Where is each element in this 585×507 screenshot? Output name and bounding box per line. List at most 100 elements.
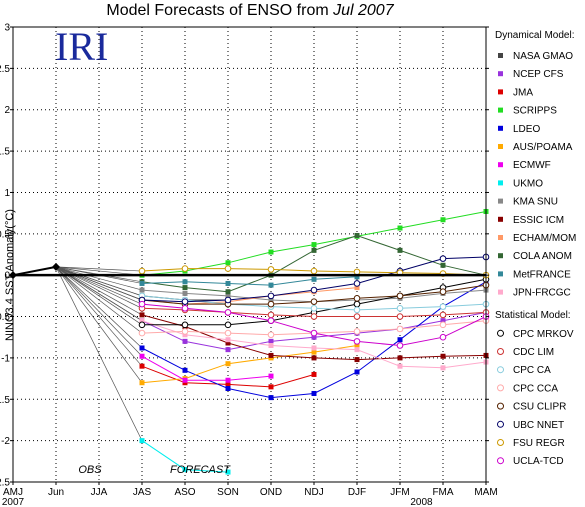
series-point [182, 338, 188, 344]
series-point [268, 384, 274, 390]
series-point [268, 395, 274, 401]
y-tick-label: 3 [4, 23, 10, 34]
series-point [225, 381, 231, 387]
series-point [224, 265, 232, 272]
year-label: 2008 [410, 497, 433, 507]
series-point [225, 289, 231, 295]
series-point [182, 377, 188, 383]
series-point [397, 337, 403, 343]
series-point [440, 365, 446, 371]
grid [13, 27, 486, 482]
series-point [310, 286, 318, 294]
x-tick-label: JJA [91, 487, 108, 498]
series-point [353, 306, 361, 314]
y-tick-label: 1.5 [0, 147, 10, 158]
series-point [354, 285, 360, 291]
y-tick-label: -0.5 [0, 312, 10, 323]
series-point [439, 333, 447, 341]
series-point [225, 377, 231, 383]
series-point [225, 361, 231, 367]
series-point [311, 247, 317, 253]
series-point [267, 317, 275, 324]
series-point [310, 267, 318, 275]
series-point [224, 321, 232, 329]
series-line [141, 345, 358, 384]
legend-label: FSU REGR [513, 438, 565, 449]
series-point [354, 232, 360, 238]
series-point [267, 266, 275, 273]
legend-marker [498, 144, 503, 149]
series-point [439, 311, 447, 319]
legend-label: ESSIC ICM [513, 215, 564, 226]
legend-label: JMA [513, 87, 533, 98]
legend: Dynamical Model: NASA GMAO NCEP CFS JMA SCRI… [495, 30, 576, 467]
legend-label: CPC CA [513, 365, 551, 376]
series-connector [55, 266, 143, 357]
legend-marker [497, 420, 504, 428]
y-tick-label: -2.5 [0, 478, 10, 489]
y-tick-label: 2 [4, 105, 10, 116]
series-point [138, 321, 146, 329]
series-point [139, 438, 145, 444]
series-connector [55, 266, 143, 349]
series-point [225, 293, 231, 299]
legend-label: UCLA-TCD [513, 456, 564, 467]
series-connector [55, 266, 143, 305]
series-point [139, 363, 145, 369]
series-point [268, 297, 274, 303]
series-point [181, 298, 189, 305]
series-point [397, 363, 403, 369]
legend-dynamical-title: Dynamical Model: [495, 30, 574, 41]
y-tick-label: -2 [1, 436, 10, 447]
series-point [139, 345, 145, 351]
y-tick-label: 2.5 [0, 64, 10, 75]
series-point [397, 225, 403, 231]
legend-label: COLA ANOM [513, 251, 572, 262]
series-point [138, 267, 146, 275]
y-tick-label: 0.5 [0, 229, 10, 240]
series-point [439, 255, 447, 262]
series-connector [55, 266, 143, 326]
series-point [181, 328, 189, 335]
legend-marker [498, 289, 503, 295]
legend-label: UBC NNET [513, 420, 564, 431]
series-connector [55, 266, 143, 309]
series-point [311, 349, 317, 355]
series-point [311, 390, 317, 396]
series-point [181, 321, 189, 329]
y-tick-label: -1 [1, 353, 10, 364]
series-point [311, 276, 317, 282]
series-point [182, 285, 188, 291]
chart-title-month: Jul 2007 [332, 2, 395, 19]
series-connector [55, 266, 143, 272]
legend-marker [497, 439, 504, 446]
series-point [440, 353, 446, 359]
legend-marker [497, 329, 504, 337]
legend-label: AUS/POAMA [513, 142, 573, 153]
series-point [354, 357, 360, 363]
legend-label: NCEP CFS [513, 69, 564, 80]
x-tick-label: JAS [133, 487, 152, 498]
series-point [182, 279, 188, 285]
series-connector [55, 266, 143, 301]
x-tick-label: DJF [348, 487, 366, 498]
series-point [354, 274, 360, 280]
obs-line [12, 265, 57, 277]
series-point [181, 265, 189, 272]
series-connector [55, 266, 143, 383]
series-connector [55, 266, 143, 276]
series-point [139, 280, 145, 286]
series-point [182, 467, 188, 473]
series-point [139, 353, 145, 359]
x-tick-label: Jun [48, 487, 64, 498]
series-point [225, 347, 231, 353]
legend-marker [498, 162, 503, 168]
x-tick-label: SON [217, 487, 239, 498]
legend-label: MetFRANCE [513, 269, 571, 280]
series-point [268, 373, 274, 379]
series-point [267, 300, 275, 308]
legend-marker [498, 271, 503, 277]
series-point [310, 298, 318, 305]
series-connector [55, 266, 143, 367]
